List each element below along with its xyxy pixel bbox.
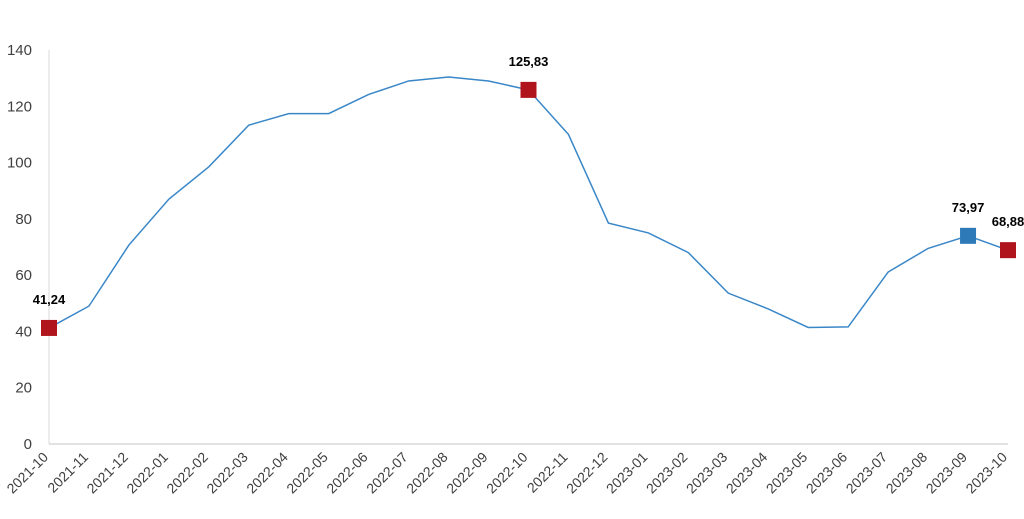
x-tick-label: 2022-11 (524, 449, 571, 496)
data-label: 125,83 (509, 54, 549, 69)
x-tick-label: 2021-10 (3, 449, 51, 497)
x-tick-label: 2022-09 (443, 449, 491, 497)
x-tick-label: 2022-05 (283, 449, 331, 497)
x-tick-label: 2023-01 (603, 449, 651, 497)
y-tick-label: 120 (7, 98, 32, 115)
x-tick-label: 2023-08 (883, 449, 931, 497)
x-tick-label: 2023-06 (803, 449, 851, 497)
y-tick-label: 80 (15, 211, 32, 228)
data-label: 68,88 (992, 214, 1024, 229)
series-group (48, 76, 1009, 329)
y-tick-label: 40 (15, 323, 32, 340)
y-tick-label: 0 (24, 436, 32, 453)
y-axis-ticks: 0 20 40 60 80 100 120 140 (7, 42, 32, 453)
x-tick-label: 2021-12 (83, 449, 131, 497)
x-tick-label: 2023-05 (763, 449, 811, 497)
y-tick-label: 60 (15, 267, 32, 284)
x-tick-label: 2023-09 (923, 449, 971, 497)
x-tick-label: 2022-03 (203, 449, 251, 497)
highlight-marker (1000, 242, 1016, 259)
x-tick-label: 2022-01 (123, 449, 171, 497)
x-tick-label: 2022-02 (163, 449, 211, 497)
highlight-marker (41, 319, 57, 336)
x-axis-ticks: 2021-102021-112021-122022-012022-022022-… (3, 449, 1010, 497)
x-tick-label: 2022-04 (243, 449, 291, 497)
x-tick-label: 2023-04 (723, 449, 771, 497)
x-tick-label: 2022-10 (483, 449, 531, 497)
markers-group: 41,24 125,83 73,97 68,88 (33, 54, 1024, 336)
x-tick-label: 2023-07 (843, 449, 891, 497)
x-tick-label: 2021-11 (44, 449, 91, 496)
x-tick-label: 2023-10 (962, 449, 1010, 497)
highlight-marker (960, 227, 977, 244)
x-tick-label: 2023-02 (643, 449, 691, 497)
y-tick-label: 20 (15, 380, 32, 397)
highlight-marker (520, 81, 537, 98)
data-label: 41,24 (33, 292, 66, 307)
x-tick-label: 2022-06 (323, 449, 371, 497)
series-line (48, 76, 1009, 329)
x-tick-label: 2022-08 (403, 449, 451, 497)
y-tick-label: 100 (7, 155, 32, 172)
x-tick-label: 2023-03 (683, 449, 731, 497)
y-tick-label: 140 (7, 42, 32, 59)
data-label: 73,97 (952, 200, 985, 215)
x-tick-label: 2022-07 (363, 449, 411, 497)
x-tick-label: 2022-12 (563, 449, 611, 497)
